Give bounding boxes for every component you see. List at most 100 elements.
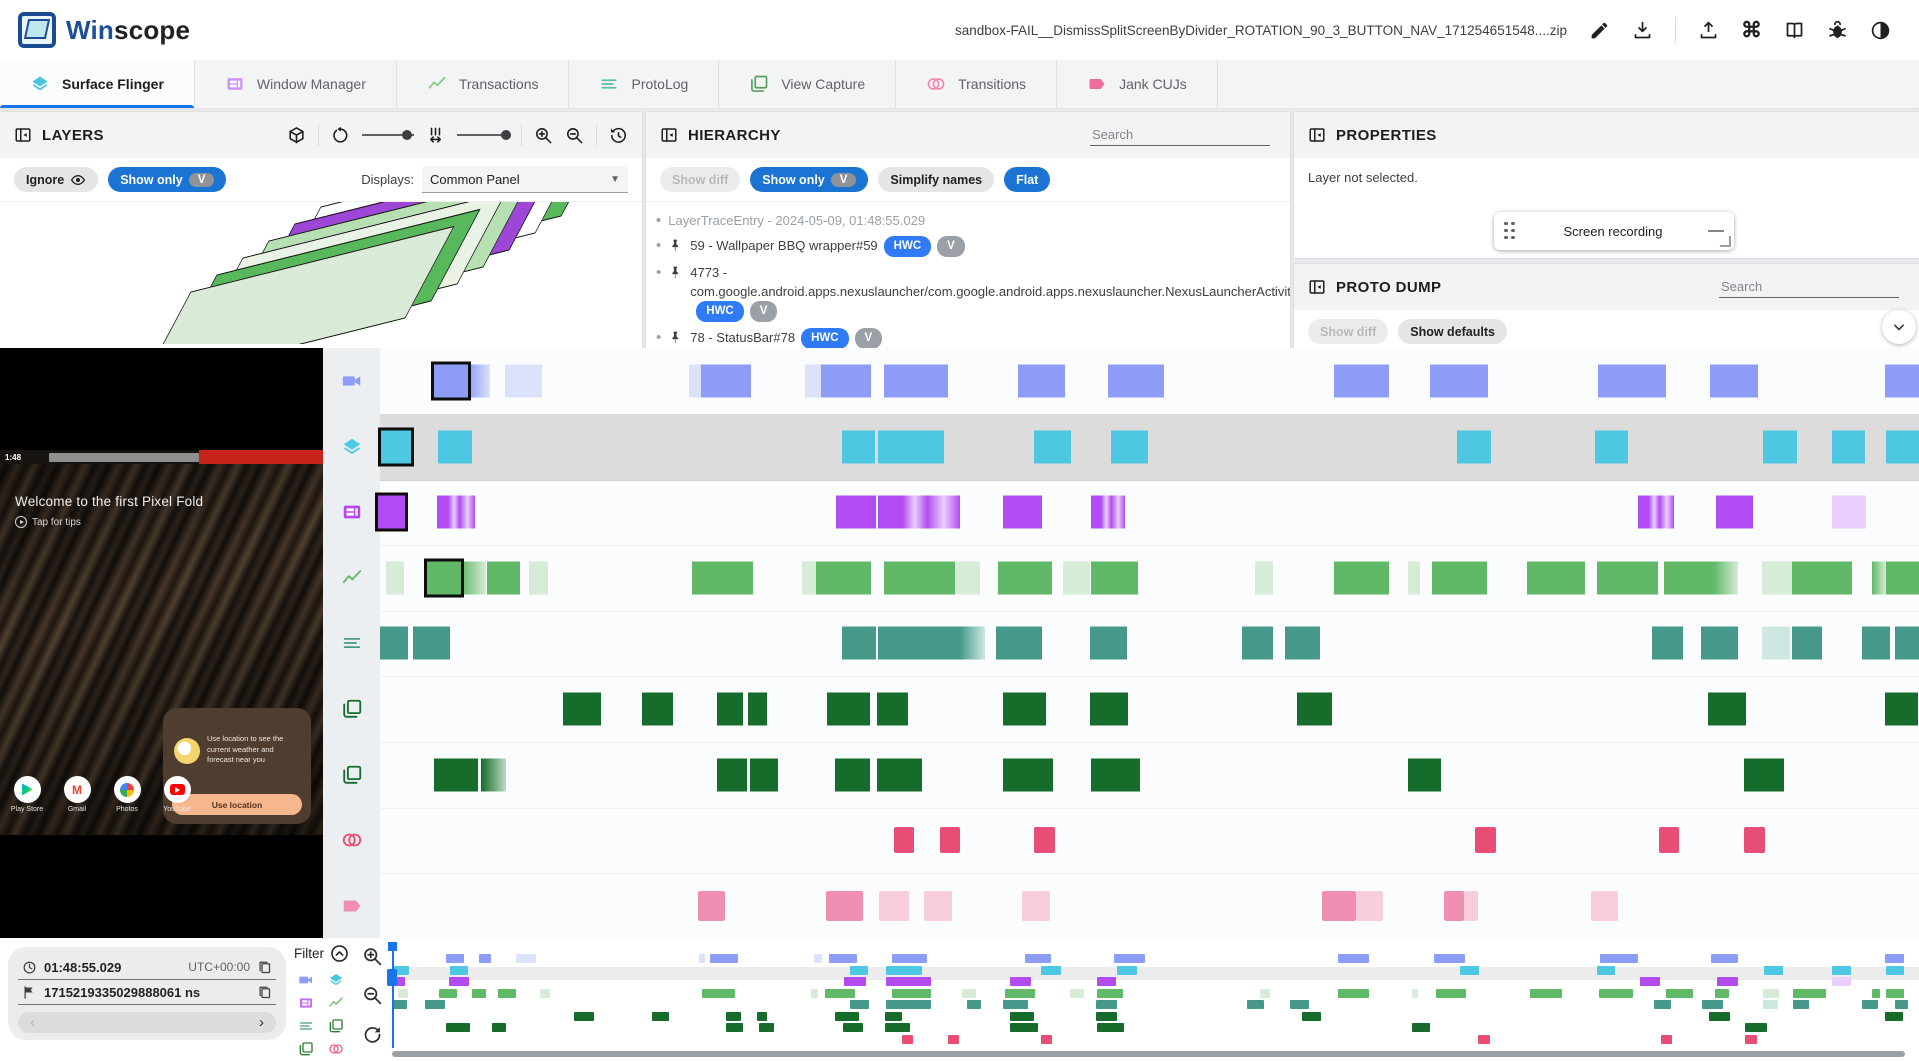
pin-icon[interactable] — [668, 265, 683, 280]
previous-frame-button[interactable]: ‹ — [30, 1014, 35, 1031]
trace-block[interactable] — [884, 561, 955, 595]
trace-block[interactable] — [1597, 561, 1658, 595]
trace-block[interactable] — [1063, 561, 1090, 595]
copy-icon[interactable] — [257, 985, 272, 1000]
show-only-v-button[interactable]: Show only V — [750, 167, 869, 192]
trace-block[interactable] — [1018, 364, 1065, 398]
trace-block[interactable] — [1714, 561, 1738, 595]
rotation-icon[interactable] — [331, 126, 350, 145]
documentation-book-icon[interactable] — [1784, 20, 1805, 41]
trace-block[interactable] — [878, 430, 944, 464]
dark-mode-icon[interactable] — [1870, 20, 1891, 41]
view-capture-2-icon[interactable] — [341, 764, 363, 786]
timeline-row-trans-actions[interactable] — [380, 545, 1919, 612]
trace-block[interactable] — [375, 492, 408, 532]
tab-view-capture[interactable]: View Capture — [719, 60, 897, 108]
zoom-out-icon[interactable] — [565, 126, 584, 145]
trace-block[interactable] — [1242, 626, 1273, 660]
hierarchy-node[interactable]: • 78 - StatusBar#78 HWC V — [656, 325, 1280, 348]
collapse-proto-dump-button[interactable] — [1882, 310, 1916, 344]
trace-block[interactable] — [1885, 364, 1919, 398]
trace-block[interactable] — [1886, 561, 1919, 595]
trace-block[interactable] — [487, 561, 520, 595]
filter-chart-icon[interactable] — [328, 995, 344, 1011]
trace-block[interactable] — [940, 827, 960, 853]
trace-block[interactable] — [955, 561, 980, 595]
protolog-icon[interactable] — [341, 632, 363, 654]
trace-block[interactable] — [1591, 891, 1618, 921]
tab-surface-flinger[interactable]: Surface Flinger — [0, 60, 195, 108]
trace-block[interactable] — [1091, 495, 1125, 529]
view-capture-1-icon[interactable] — [341, 698, 363, 720]
pin-icon[interactable] — [668, 238, 683, 253]
trace-block[interactable] — [1003, 692, 1046, 726]
trace-block[interactable] — [821, 364, 871, 398]
trace-block[interactable] — [1091, 758, 1140, 792]
trace-block[interactable] — [1003, 495, 1042, 529]
report-bug-icon[interactable] — [1827, 20, 1848, 41]
trace-block[interactable] — [1322, 891, 1356, 921]
timeline-row-screen-recording[interactable] — [380, 348, 1919, 415]
trace-block[interactable] — [1886, 430, 1919, 464]
trace-block[interactable] — [1895, 626, 1919, 660]
trace-block[interactable] — [1652, 626, 1683, 660]
trace-block[interactable] — [842, 430, 875, 464]
trace-block[interactable] — [1762, 626, 1790, 660]
trace-block[interactable] — [481, 758, 506, 792]
trace-block[interactable] — [884, 364, 948, 398]
trace-block[interactable] — [1034, 827, 1055, 853]
trace-block[interactable] — [842, 626, 876, 660]
trace-block[interactable] — [996, 626, 1042, 660]
zoom-in-icon[interactable] — [362, 946, 383, 967]
trace-block[interactable] — [468, 364, 490, 398]
trace-block[interactable] — [378, 427, 414, 467]
timeline-minimap[interactable] — [387, 940, 1919, 1057]
minimap-scrollbar[interactable] — [392, 1051, 1905, 1057]
trace-block[interactable] — [434, 758, 478, 792]
trace-block[interactable] — [1285, 626, 1320, 660]
proto-dump-search-input[interactable] — [1719, 276, 1899, 298]
collapse-panel-icon[interactable] — [1308, 126, 1326, 144]
trans-actions-icon[interactable] — [341, 567, 363, 589]
trace-block[interactable] — [1885, 692, 1918, 726]
trace-block[interactable] — [1334, 364, 1389, 398]
trace-block[interactable] — [1090, 692, 1128, 726]
trace-block[interactable] — [698, 891, 725, 921]
trace-block[interactable] — [1664, 561, 1714, 595]
show-defaults-button[interactable]: Show defaults — [1398, 319, 1507, 344]
trace-block[interactable] — [1716, 495, 1753, 529]
show-diff-button[interactable]: Show diff — [660, 167, 741, 192]
trace-block[interactable] — [424, 558, 464, 598]
window-manager-icon[interactable] — [341, 501, 363, 523]
collapse-filter-icon[interactable] — [330, 944, 349, 963]
screen-recording-icon[interactable] — [341, 370, 363, 392]
displays-select[interactable]: Common Panel ▼ — [422, 166, 628, 193]
trace-block[interactable] — [386, 561, 404, 595]
timeline-row-surface-flinger[interactable] — [378, 414, 1919, 481]
resize-handle-icon[interactable] — [1720, 236, 1731, 247]
nanosecond-time-field[interactable]: 1715219335029888061 ns — [18, 980, 276, 1005]
trace-block[interactable] — [1091, 561, 1138, 595]
timeline-row-window-manager[interactable] — [375, 479, 1919, 546]
trace-block[interactable] — [717, 692, 743, 726]
download-icon[interactable] — [1632, 20, 1653, 41]
trace-block[interactable] — [1762, 561, 1792, 595]
minimap-cursor[interactable] — [387, 942, 397, 1048]
trace-block[interactable] — [1595, 430, 1628, 464]
jank-cujs-icon[interactable] — [341, 895, 363, 917]
copy-icon[interactable] — [257, 960, 272, 975]
trace-block[interactable] — [894, 827, 914, 853]
trace-block[interactable] — [1464, 891, 1478, 921]
filter-window-icon[interactable] — [298, 995, 314, 1011]
trace-block[interactable] — [563, 692, 601, 726]
trace-block[interactable] — [879, 891, 909, 921]
filter-lines-icon[interactable] — [298, 1018, 314, 1034]
timeline-row-protolog[interactable] — [380, 610, 1919, 677]
filter-copy-icon[interactable] — [328, 1018, 344, 1034]
trace-block[interactable] — [461, 561, 486, 595]
tab-window-manager[interactable]: Window Manager — [195, 60, 397, 108]
trace-block[interactable] — [380, 626, 408, 660]
filter-copy-icon[interactable] — [298, 1041, 314, 1057]
trace-block[interactable] — [998, 561, 1052, 595]
trace-block[interactable] — [689, 364, 701, 398]
